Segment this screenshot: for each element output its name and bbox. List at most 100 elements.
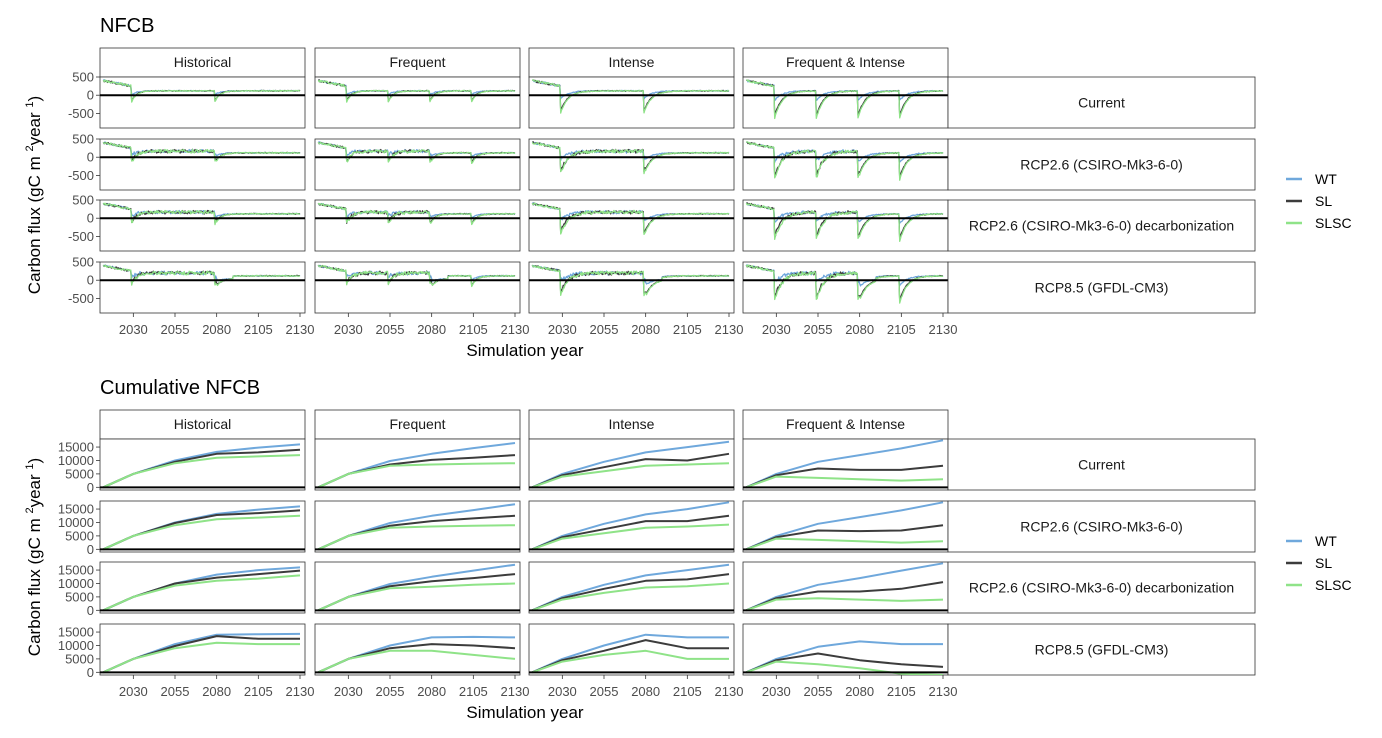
nfcb-section: NFCB Historical Frequent Intense Frequent &… [24,15,1352,360]
y-tick-label: 15000 [58,502,94,517]
series-line-slsc [531,141,729,175]
series-line-slsc [745,597,944,612]
series-line-slsc [317,582,516,612]
facet-strip-intense [528,409,735,440]
panel-lines [743,79,948,120]
series-line-sl [745,464,944,489]
facet-strip-frequent-intense [742,409,949,440]
y-tick-label: 15000 [58,563,94,578]
panel-current-historical: 500 0 -500 [68,70,306,129]
legend-label-slsc: SLSC [1315,215,1352,231]
series-line-slsc [102,514,301,551]
panel-current-intense [528,438,735,491]
y-tick-label: 10000 [58,515,94,530]
x-tick-label: 2055 [376,322,405,337]
panel-grid: Historical Frequent Intense Frequent & Inte… [68,47,1256,338]
series-line-sl [745,581,944,612]
y-tick-label: 10000 [58,453,94,468]
series-line-slsc [317,649,516,674]
panel-frame [314,76,521,129]
row-strip-current [947,438,1256,491]
facet-strip-label: Frequent [389,54,445,70]
x-tick-label: 2130 [286,684,315,699]
panel-grid: Historical Frequent Intense Frequent & Inte… [58,409,1256,699]
series-line-wt [531,501,730,551]
row-strip-rcp2-6-csiro-mk3-6-0 [947,500,1256,553]
panel-frame [528,76,735,129]
cumulative-nfcb-section: Cumulative NFCB Historical Frequent Intens… [24,377,1352,722]
y-axis-label-sup2: 1 [24,463,36,469]
y-tick-label: 500 [72,70,94,85]
panel-lines [100,79,305,103]
x-tick-label: 2030 [334,684,363,699]
y-tick-label: 15000 [58,625,94,640]
panel-frame [99,623,306,676]
series-line-slsc [531,523,730,551]
y-tick-label: 0 [87,480,94,495]
series-line-slsc [102,574,301,612]
panel-rcp2-6-csiro-mk3-6-0-decarbonization-frequent [314,199,521,252]
legend-label-wt: WT [1315,533,1337,549]
panel-frame [99,76,306,129]
panel-rcp2-6-csiro-mk3-6-0-intense [528,138,735,191]
panel-lines [315,202,520,226]
panel-lines [743,141,948,181]
series-line-sl [531,452,730,489]
panel-lines [743,562,948,612]
row-strip-label: RCP8.5 (GFDL-CM3) [1035,642,1169,658]
series-line-sl [531,639,729,674]
y-tick-label: -500 [68,168,94,183]
facet-strip-label: Frequent [389,416,445,432]
panel-lines [529,264,734,297]
panel-rcp2-6-csiro-mk3-6-0-intense [528,500,735,553]
series-line-slsc [745,660,944,675]
panel-lines [529,563,734,612]
y-tick-label: 0 [87,150,94,165]
series-line-sl [745,652,944,674]
panel-lines [743,264,948,304]
panel-rcp2-6-csiro-mk3-6-0-frequent [314,500,521,553]
y-axis-label-part2: year [25,108,44,146]
panel-rcp2-6-csiro-mk3-6-0-decarbonization-historical: 500 0 -500 [68,193,306,252]
panel-frame [314,138,521,191]
series-line-slsc [745,537,944,551]
series-line-slsc [317,264,516,288]
panel-rcp2-6-csiro-mk3-6-0-frequent [314,138,521,191]
x-tick-label: 2055 [804,322,833,337]
panel-frame [99,199,306,252]
x-tick-label: 2080 [202,684,231,699]
facet-strip-label: Intense [609,54,655,70]
y-tick-label: 0 [87,542,94,557]
facet-strip-frequent [314,47,521,78]
panel-rcp2-6-csiro-mk3-6-0-decarbonization-frequent-intense [742,199,949,252]
row-strip-rcp2-6-csiro-mk3-6-0-decarbonization [947,199,1256,252]
panel-frame [314,623,521,676]
y-tick-label: 5000 [65,651,94,666]
panel-lines [100,632,305,674]
series-line-slsc [745,141,944,181]
legend-label-sl: SL [1315,193,1332,209]
y-tick-label: 10000 [58,638,94,653]
panel-rcp8-5-gfdl-cm3-frequent-intense: 2030 2055 2080 2105 2130 [742,623,957,699]
panel-lines [315,264,520,288]
x-axis-label: Simulation year [466,341,584,360]
panel-lines [315,503,520,551]
series-line-slsc [317,524,516,551]
panel-lines [743,202,948,242]
panel-lines [743,640,948,675]
panel-rcp8-5-gfdl-cm3-frequent: 2030 2055 2080 2105 2130 [314,261,529,337]
series-line-slsc [745,202,944,242]
x-tick-label: 2055 [161,322,190,337]
panel-frame [528,561,735,614]
y-axis-label-part3: ) [25,96,44,102]
x-tick-label: 2080 [417,684,446,699]
series-line-wt [531,563,730,612]
series-line-slsc [745,264,944,304]
y-axis-label: Carbon flux (gC m 2year 1) [24,96,44,294]
panel-rcp8-5-gfdl-cm3-historical: 500 0 -500 2030 2055 2080 2105 2130 [68,255,314,338]
panel-lines [100,264,305,287]
panel-frame [742,76,949,129]
facet-strip-historical [99,409,306,440]
